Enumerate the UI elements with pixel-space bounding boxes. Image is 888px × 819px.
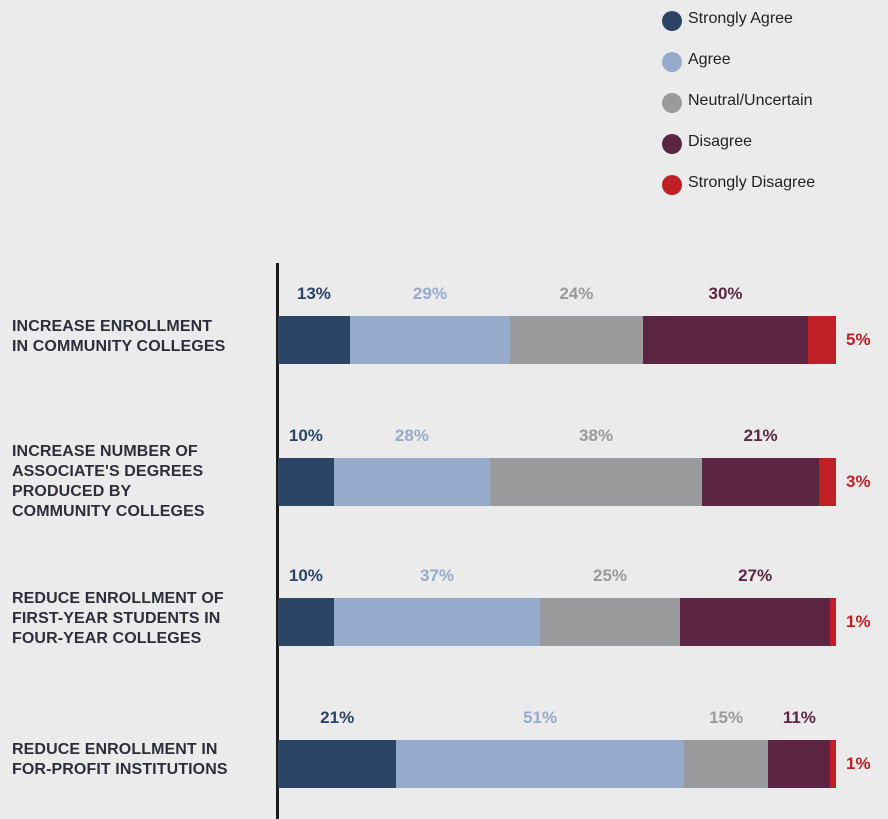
legend-swatch — [662, 52, 682, 72]
stacked-bar — [278, 316, 836, 364]
value-label: 38% — [579, 426, 614, 445]
value-label: 15% — [709, 708, 744, 727]
value-label: 37% — [420, 566, 455, 585]
legend-label: Strongly Disagree — [688, 174, 816, 191]
bar-segment — [819, 458, 836, 506]
value-label: 24% — [559, 284, 594, 303]
bar-segment — [683, 740, 769, 788]
legend-label: Neutral/Uncertain — [688, 92, 813, 109]
legend-swatch — [662, 93, 682, 113]
bar-segment — [702, 458, 820, 506]
bar-segment — [540, 598, 680, 646]
value-label: 51% — [523, 708, 558, 727]
value-label: 21% — [320, 708, 355, 727]
legend-label: Disagree — [688, 133, 753, 150]
bar-segment — [278, 740, 397, 788]
bar-segment — [490, 458, 703, 506]
stacked-bar — [278, 458, 836, 506]
bar-segment — [830, 598, 836, 646]
bar-segment — [808, 316, 836, 364]
value-label: 1% — [846, 754, 871, 773]
bar-segment — [349, 316, 511, 364]
value-label: 25% — [592, 566, 628, 585]
value-label: 30% — [708, 284, 743, 303]
bar-segment — [396, 740, 684, 788]
category-label-line: COMMUNITY COLLEGES — [12, 503, 205, 520]
value-label: 5% — [846, 330, 871, 349]
category-label-line: IN COMMUNITY COLLEGES — [12, 338, 226, 355]
legend-label: Strongly Agree — [688, 10, 793, 27]
category-label: REDUCE ENROLLMENT OF FIRST-YEAR STUDENTS … — [12, 589, 270, 649]
bar-segment — [830, 740, 836, 788]
bar-segment — [679, 598, 831, 646]
stacked-bar — [278, 740, 836, 788]
bar-segment — [278, 598, 334, 646]
category-axis-line — [276, 263, 279, 819]
category-label-line: FIRST-YEAR STUDENTS IN — [12, 610, 221, 627]
category-label-line: ASSOCIATE'S DEGREES — [12, 463, 204, 480]
legend-swatch — [662, 175, 682, 195]
legend-swatch — [662, 134, 682, 154]
category-label-line: FOR-PROFIT INSTITUTIONS — [12, 761, 228, 778]
bar-segment — [333, 598, 541, 646]
value-label: 27% — [738, 566, 773, 585]
value-label: 29% — [412, 284, 447, 303]
stacked-bar — [278, 598, 836, 646]
category-label-line: REDUCE ENROLLMENT OF — [12, 590, 224, 607]
category-label-line: FOUR-YEAR COLLEGES — [12, 630, 202, 647]
category-label: INCREASE NUMBER OF ASSOCIATE'S DEGREES PRO… — [12, 442, 270, 522]
bar-segment — [278, 458, 334, 506]
category-label-line: INCREASE ENROLLMENT — [12, 318, 213, 335]
category-label-line: REDUCE ENROLLMENT IN — [12, 741, 218, 758]
value-label: 13% — [296, 284, 331, 303]
category-label-line: INCREASE NUMBER OF — [12, 443, 198, 460]
bar-segment — [510, 316, 643, 364]
category-label-line: PRODUCED BY — [12, 483, 132, 500]
bar-segment — [642, 316, 809, 364]
value-label: 21% — [743, 426, 778, 445]
value-label: 11% — [782, 708, 816, 727]
bar-segment — [278, 316, 350, 364]
category-label: REDUCE ENROLLMENT IN FOR-PROFIT INSTITUTI… — [12, 740, 270, 780]
value-label: 10% — [288, 566, 323, 585]
bar-segment — [333, 458, 491, 506]
value-label: 1% — [846, 612, 871, 631]
value-label: 28% — [394, 426, 429, 445]
legend-label: Agree — [688, 51, 731, 68]
category-label: INCREASE ENROLLMENT IN COMMUNITY COLLEGES — [12, 317, 270, 357]
legend-swatch — [662, 11, 682, 31]
bar-segment — [768, 740, 831, 788]
value-label: 10% — [288, 426, 323, 445]
value-label: 3% — [846, 472, 871, 491]
